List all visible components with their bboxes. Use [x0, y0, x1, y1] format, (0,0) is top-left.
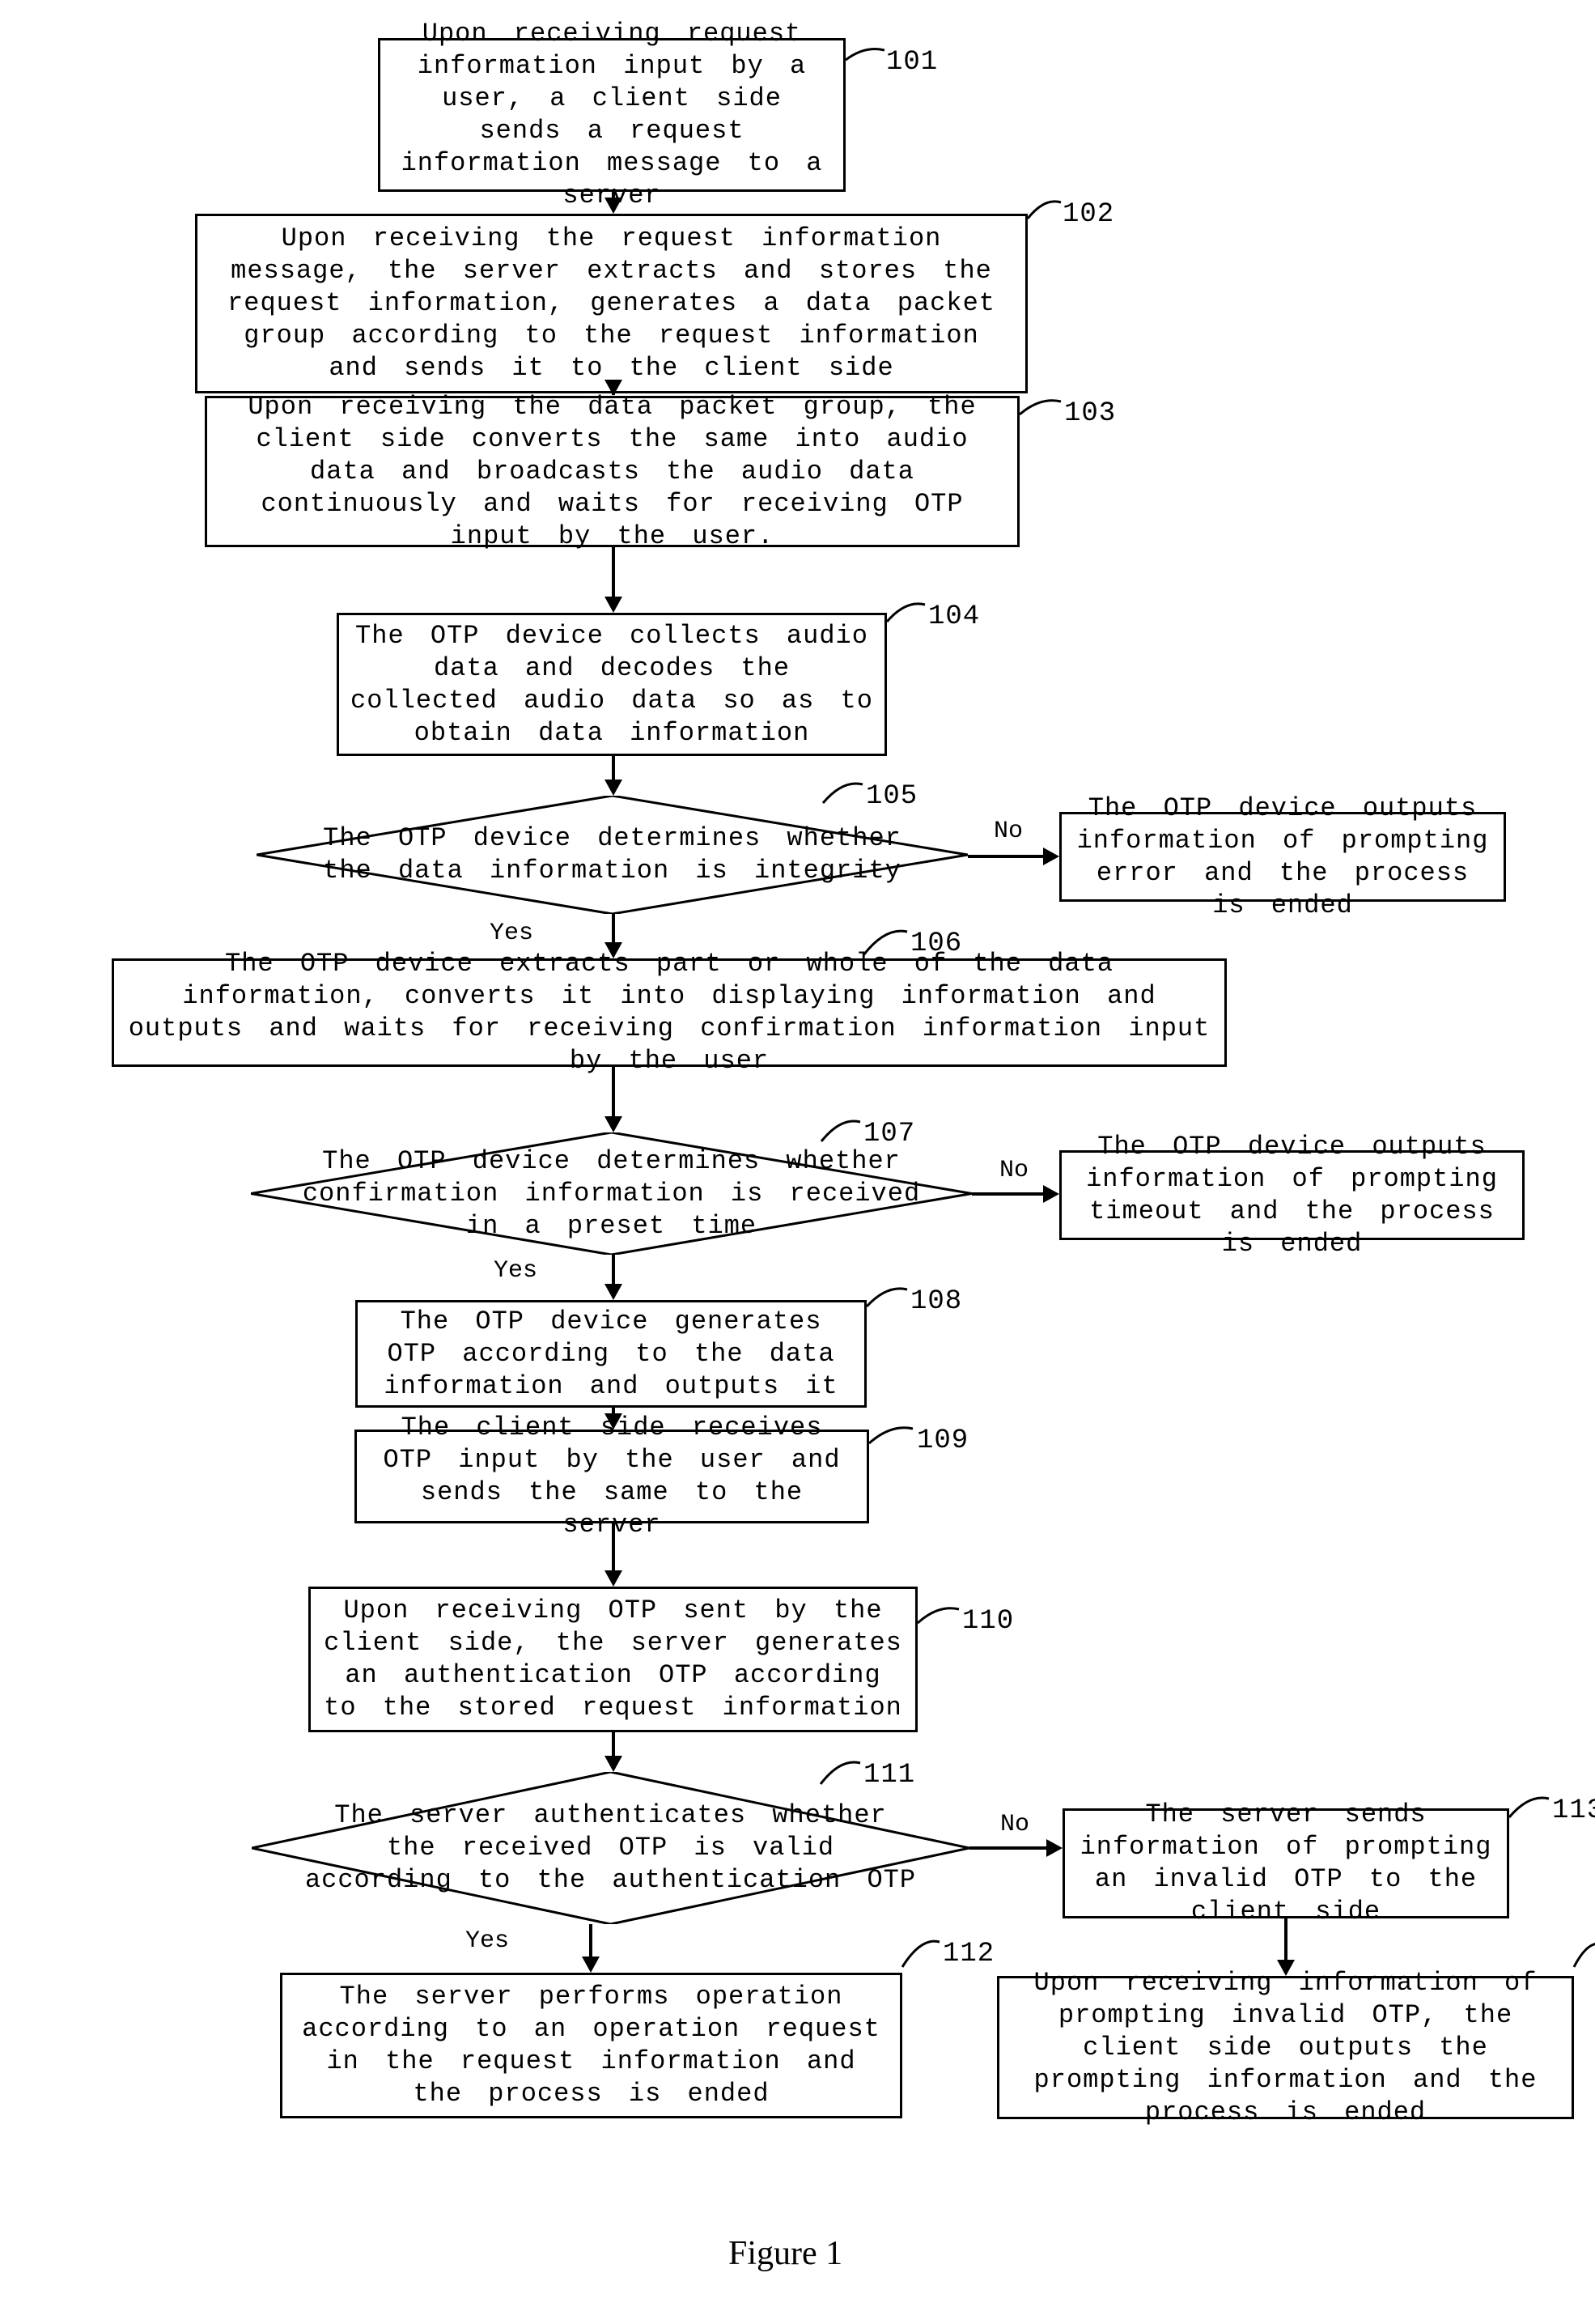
step-number-label: 105	[866, 781, 918, 812]
edge-label: No	[1000, 1811, 1029, 1838]
flow-box-113: The server sends information of promptin…	[1063, 1808, 1509, 1918]
flow-box-106: The OTP device extracts part or whole of…	[112, 958, 1227, 1067]
flow-box-E2: The OTP device outputs information of pr…	[1059, 1150, 1525, 1240]
flow-box-112: The server performs operation according …	[280, 1973, 902, 2118]
arrow-head-right-icon	[1046, 1839, 1063, 1857]
arrow-head-down-icon	[604, 1756, 622, 1772]
step-number-label: 101	[886, 47, 938, 78]
arrow-head-down-icon	[604, 1284, 622, 1300]
arrow-head-right-icon	[1043, 1185, 1059, 1203]
step-number-label: 108	[910, 1286, 962, 1317]
flow-box-text: Upon receiving request information input…	[392, 18, 832, 212]
flow-box-text: The server performs operation according …	[294, 1981, 889, 2110]
flow-box-text: The OTP device extracts part or whole of…	[125, 948, 1213, 1077]
leader-line	[1020, 194, 1069, 227]
flow-box-109: The client side receives OTP input by th…	[354, 1430, 869, 1523]
flow-box-104: The OTP device collects audio data and d…	[337, 613, 887, 756]
leader-line	[894, 1934, 948, 1975]
arrow-line	[612, 914, 615, 944]
arrow-head-down-icon	[604, 1116, 622, 1132]
arrow-head-down-icon	[604, 942, 622, 958]
edge-label: Yes	[490, 920, 533, 947]
edge-label: No	[994, 818, 1023, 845]
flow-box-text: The server sends information of promptin…	[1076, 1799, 1495, 1928]
flow-box-text: Upon receiving information of prompting …	[1011, 1967, 1560, 2129]
flow-box-text: The OTP device outputs information of pr…	[1073, 1131, 1511, 1260]
flow-box-text: The OTP device outputs information of pr…	[1073, 792, 1492, 922]
flow-box-114: Upon receiving information of prompting …	[997, 1976, 1574, 2119]
step-number-label: 106	[910, 928, 962, 959]
arrow-head-down-icon	[604, 1570, 622, 1587]
flow-box-103: Upon receiving the data packet group, th…	[205, 396, 1020, 547]
flow-box-text: The OTP device generates OTP according t…	[369, 1306, 853, 1403]
flow-box-110: Upon receiving OTP sent by the client si…	[308, 1587, 918, 1732]
arrow-line	[612, 1255, 615, 1285]
flow-decision-111: The server authenticates whether the rec…	[252, 1772, 969, 1924]
arrow-head-down-icon	[604, 198, 622, 214]
flow-box-text: Upon receiving the request information m…	[209, 223, 1014, 385]
arrow-line	[589, 1924, 592, 1958]
leader-line	[1012, 393, 1069, 423]
flow-box-E1: The OTP device outputs information of pr…	[1059, 812, 1506, 902]
flow-box-101: Upon receiving request information input…	[378, 38, 846, 192]
arrow-head-down-icon	[604, 780, 622, 796]
step-number-label: 109	[917, 1425, 969, 1456]
flow-box-text: The OTP device collects audio data and d…	[350, 620, 873, 750]
edge-label: No	[999, 1157, 1029, 1184]
flow-decision-text: The OTP device determines whether the da…	[305, 822, 919, 887]
arrow-head-down-icon	[604, 380, 622, 396]
arrow-line	[612, 1523, 615, 1572]
leader-line	[910, 1601, 967, 1631]
flow-box-text: The client side receives OTP input by th…	[368, 1412, 855, 1541]
flow-decision-105: The OTP device determines whether the da…	[257, 796, 968, 914]
arrow-line	[968, 855, 1045, 858]
step-number-label: 104	[928, 601, 980, 632]
leader-line	[859, 1281, 915, 1315]
leader-line	[861, 1421, 921, 1451]
leader-line	[813, 1114, 868, 1149]
flow-decision-text: The OTP device determines whether confir…	[299, 1145, 923, 1243]
arrow-head-down-icon	[604, 1413, 622, 1430]
flowchart-canvas: Upon receiving request information input…	[0, 0, 1595, 2324]
arrow-line	[1284, 1918, 1287, 1961]
leader-line	[838, 42, 893, 68]
arrow-line	[612, 1067, 615, 1118]
step-number-label: 113	[1552, 1795, 1595, 1826]
leader-line	[855, 924, 915, 963]
step-number-label: 111	[863, 1760, 915, 1791]
arrow-line	[969, 1846, 1048, 1850]
flow-box-text: Upon receiving the data packet group, th…	[218, 391, 1006, 553]
figure-caption: Figure 1	[728, 2234, 842, 2273]
leader-line	[1501, 1791, 1557, 1825]
arrow-line	[972, 1192, 1045, 1196]
step-number-label: 110	[962, 1606, 1014, 1637]
step-number-label: 107	[863, 1119, 915, 1149]
arrow-line	[612, 547, 615, 598]
flow-decision-107: The OTP device determines whether confir…	[251, 1132, 972, 1255]
flow-decision-text: The server authenticates whether the rec…	[300, 1799, 921, 1897]
edge-label: Yes	[494, 1257, 537, 1285]
leader-line	[1566, 1936, 1595, 1975]
arrow-line	[612, 1732, 615, 1757]
leader-line	[815, 776, 871, 811]
flow-box-102: Upon receiving the request information m…	[195, 214, 1028, 393]
arrow-head-down-icon	[604, 597, 622, 613]
flow-box-108: The OTP device generates OTP according t…	[355, 1300, 867, 1408]
leader-line	[879, 597, 933, 630]
leader-line	[812, 1755, 868, 1792]
step-number-label: 112	[943, 1939, 995, 1969]
arrow-head-down-icon	[582, 1956, 600, 1973]
edge-label: Yes	[465, 1927, 509, 1955]
arrow-head-right-icon	[1043, 848, 1059, 865]
step-number-label: 102	[1063, 199, 1114, 230]
step-number-label: 103	[1064, 398, 1116, 429]
flow-box-text: Upon receiving OTP sent by the client si…	[322, 1595, 904, 1724]
arrow-line	[612, 756, 615, 781]
arrow-head-down-icon	[1277, 1960, 1295, 1976]
